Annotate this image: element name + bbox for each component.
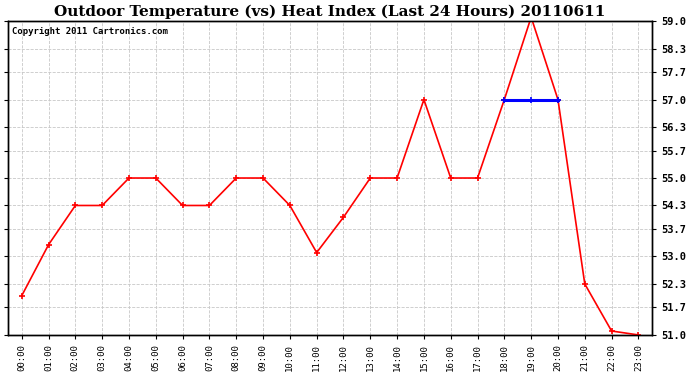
Title: Outdoor Temperature (vs) Heat Index (Last 24 Hours) 20110611: Outdoor Temperature (vs) Heat Index (Las…	[55, 4, 606, 18]
Text: Copyright 2011 Cartronics.com: Copyright 2011 Cartronics.com	[12, 27, 168, 36]
